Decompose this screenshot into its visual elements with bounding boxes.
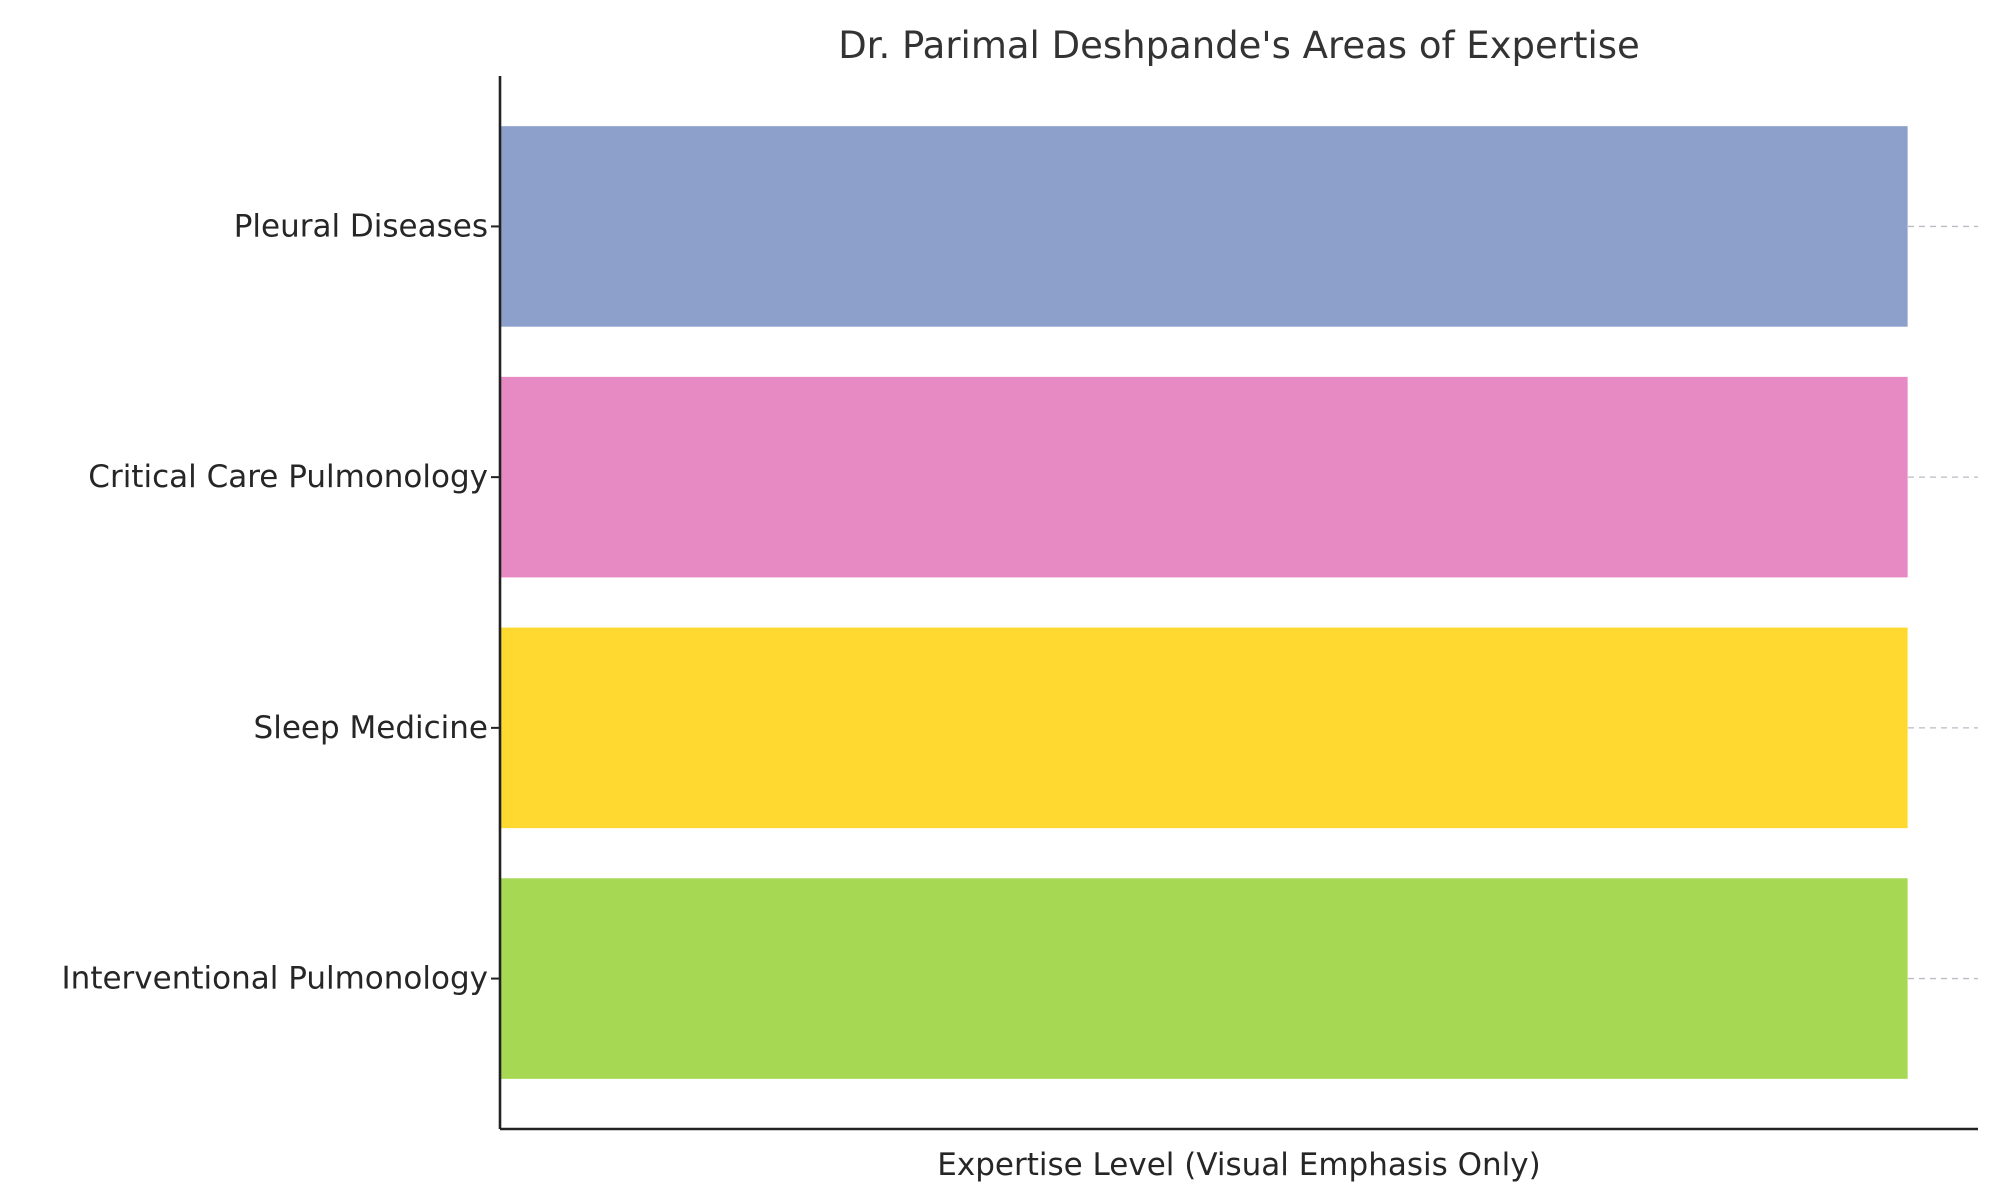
y-tick-label-pleural-diseases: Pleural Diseases [234, 208, 488, 244]
y-tick-label-interventional-pulmonology: Interventional Pulmonology [62, 961, 488, 997]
bars [500, 126, 1908, 1079]
y-axis-ticks: Interventional Pulmonology Sleep Medicine… [62, 208, 500, 997]
bar-pleural-diseases [500, 126, 1908, 327]
bar-sleep-medicine [500, 627, 1908, 829]
bar-critical-care-pulmonology [500, 376, 1908, 578]
y-tick-label-critical-care-pulmonology: Critical Care Pulmonology [88, 459, 488, 495]
gridlines [500, 225, 1978, 980]
x-axis-label: Expertise Level (Visual Emphasis Only) [937, 1147, 1540, 1183]
chart-title: Dr. Parimal Deshpande's Areas of Experti… [838, 24, 1640, 67]
y-tick-label-sleep-medicine: Sleep Medicine [254, 710, 488, 746]
bar-interventional-pulmonology [500, 878, 1908, 1079]
